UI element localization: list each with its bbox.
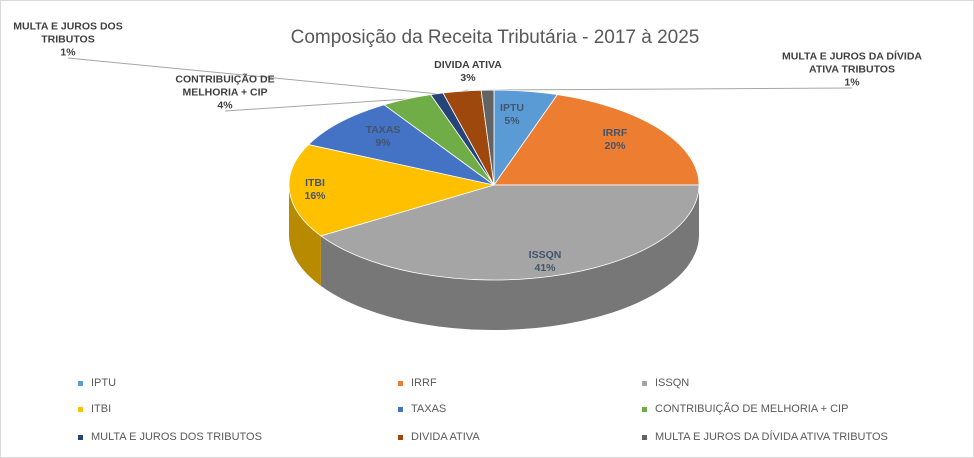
legend-marker [398, 380, 403, 386]
legend-marker [642, 406, 647, 412]
data-label-value: 9% [375, 137, 391, 149]
legend-item: DIVIDA ATIVA [398, 431, 480, 443]
pie-slice-side [320, 185, 699, 330]
legend-marker [398, 406, 403, 412]
data-label-value: 16% [304, 190, 326, 202]
data-label-value: 41% [534, 262, 556, 274]
data-label-name: TAXAS [365, 124, 401, 136]
legend-label: DIVIDA ATIVA [411, 431, 480, 443]
legend-label: ISSQN [655, 377, 690, 389]
legend-marker [78, 434, 83, 440]
data-label-name: IRRF [602, 127, 628, 139]
data-label: MULTA E JUROS DOS TRIBUTOS 1% [3, 21, 133, 60]
data-label-name: DIVIDA ATIVA [434, 59, 502, 71]
legend-label: ITBI [91, 403, 112, 415]
legend-marker [78, 380, 83, 386]
data-label-value: 3% [460, 72, 476, 84]
data-label: CONTRIBUIÇÃO DE MELHORIA + CIP 4% [163, 74, 288, 113]
data-label-name: ITBI [305, 177, 325, 189]
legend-label: CONTRIBUIÇÃO DE MELHORIA + CIP [655, 403, 849, 415]
data-label-value: 5% [504, 115, 520, 127]
pie-slice [288, 144, 495, 237]
data-label: MULTA E JUROS DA DÍVIDA ATIVA TRIBUTOS 1% [770, 51, 935, 90]
pie-slice [320, 184, 700, 281]
data-label-name: CONTRIBUIÇÃO DE MELHORIA + CIP [175, 73, 275, 99]
pie-slice [493, 94, 700, 186]
legend-item: TAXAS [398, 403, 446, 415]
legend-label: IPTU [91, 377, 117, 389]
legend-label: MULTA E JUROS DA DÍVIDA ATIVA TRIBUTOS [655, 431, 888, 443]
legend-label: IRRF [411, 377, 437, 389]
chart-title: Composição da Receita Tributária - 2017 … [291, 27, 700, 48]
data-label: DIVIDA ATIVA 3% [408, 59, 528, 85]
legend-item: MULTA E JUROS DOS TRIBUTOS [78, 431, 262, 443]
data-label: IRRF 20% [603, 127, 628, 153]
data-label-name: ISSQN [528, 249, 562, 261]
data-label-value: 20% [604, 140, 626, 152]
pie-slice-side [289, 185, 321, 286]
data-label-name: MULTA E JUROS DA DÍVIDA ATIVA TRIBUTOS [781, 50, 922, 76]
legend-marker [78, 406, 83, 412]
legend-label: TAXAS [411, 403, 447, 415]
leader-line [487, 87, 853, 91]
data-label-value: 1% [60, 46, 76, 59]
data-label-name: IPTU [500, 102, 524, 114]
leader-line [224, 98, 407, 112]
data-label-name: MULTA E JUROS DOS TRIBUTOS [13, 20, 123, 46]
legend-marker [642, 380, 647, 386]
data-label: TAXAS 9% [366, 124, 401, 150]
leader-line [67, 57, 437, 95]
data-label-value: 4% [217, 99, 233, 112]
data-label: ISSQN 41% [529, 249, 562, 275]
data-label: ITBI 16% [304, 177, 325, 203]
legend-item: ISSQN [642, 377, 689, 389]
legend-item: ITBI [78, 403, 111, 415]
legend-marker [642, 434, 647, 440]
pie-slice [480, 89, 495, 186]
legend-item: IPTU [78, 377, 116, 389]
data-label: IPTU 5% [500, 102, 524, 128]
pie-slice [307, 104, 495, 186]
legend-marker [398, 434, 403, 440]
legend-item: CONTRIBUIÇÃO DE MELHORIA + CIP [642, 403, 848, 415]
data-label-value: 1% [844, 76, 860, 89]
legend-item: IRRF [398, 377, 437, 389]
legend-item: MULTA E JUROS DA DÍVIDA ATIVA TRIBUTOS [642, 431, 888, 443]
legend-label: MULTA E JUROS DOS TRIBUTOS [91, 431, 262, 443]
